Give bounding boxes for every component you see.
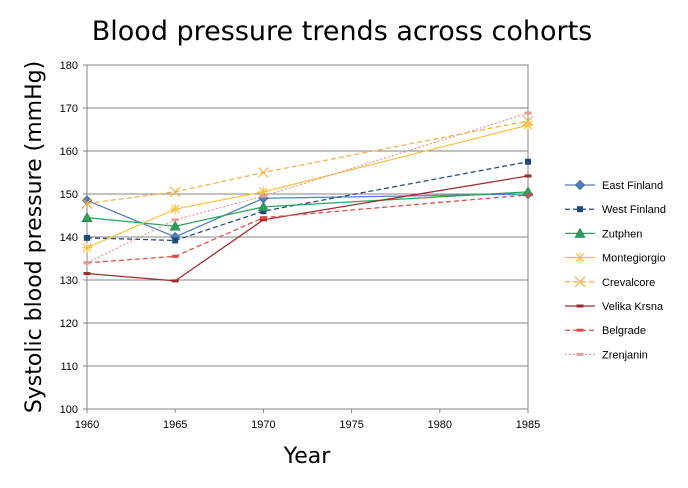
y-tick-label: 180 xyxy=(60,60,78,72)
series-velika-krsna xyxy=(83,174,532,283)
legend-item: Zutphen xyxy=(565,227,642,240)
data-point xyxy=(169,186,181,198)
y-tick-label: 110 xyxy=(60,361,78,373)
series-line xyxy=(86,124,529,249)
series-layer xyxy=(81,111,534,283)
legend-label: Velika Krsna xyxy=(602,301,664,313)
series-crevalcore xyxy=(81,115,534,209)
data-point xyxy=(524,111,532,115)
y-tick-label: 130 xyxy=(60,275,78,287)
chart-title: Blood pressure trends across cohorts xyxy=(92,16,592,47)
data-point xyxy=(81,198,93,209)
series-line xyxy=(86,193,529,238)
y-tick-label: 150 xyxy=(60,189,78,201)
y-tick-label: 160 xyxy=(60,146,78,158)
x-tick-label: 1980 xyxy=(428,419,452,431)
legend-label: Zrenjanin xyxy=(602,349,648,361)
data-point xyxy=(524,174,532,178)
legend-label: Crevalcore xyxy=(602,277,655,289)
data-point xyxy=(257,201,269,212)
data-point xyxy=(259,216,267,220)
data-point xyxy=(259,218,267,222)
x-axis-title: Year xyxy=(283,444,332,469)
data-point xyxy=(574,179,586,191)
data-point xyxy=(82,242,92,253)
series-montegiorgio xyxy=(82,120,533,253)
data-point xyxy=(257,167,269,178)
data-point xyxy=(172,237,179,244)
x-tick-label: 1965 xyxy=(163,419,187,431)
series-line xyxy=(86,194,529,264)
data-point xyxy=(170,204,181,215)
x-tick-label: 1975 xyxy=(339,419,363,431)
legend-label: West Finland xyxy=(602,204,666,216)
data-point xyxy=(83,272,91,276)
data-point xyxy=(575,252,585,263)
series-line xyxy=(86,175,529,282)
series-line xyxy=(86,120,529,205)
data-point xyxy=(84,234,90,241)
legend-item: Montegiorgio xyxy=(565,252,666,265)
data-point xyxy=(169,220,181,231)
legend-label: Belgrade xyxy=(602,325,646,337)
legend-item: Belgrade xyxy=(565,325,646,337)
data-point xyxy=(259,194,267,198)
series-line xyxy=(86,191,529,227)
data-point xyxy=(524,193,532,197)
series-line xyxy=(86,161,529,242)
x-tick-label: 1985 xyxy=(516,419,540,431)
data-point xyxy=(522,115,534,127)
plot-area: 100 110 120 130 140 150 160 170 180 1960 1965 1970… xyxy=(60,60,541,431)
x-axis-ticks: 1960 1965 1970 1975 1980 1985 xyxy=(75,409,540,431)
legend-item: Zrenjanin xyxy=(565,349,648,361)
y-tick-label: 120 xyxy=(60,318,78,330)
y-tick-label: 100 xyxy=(60,404,78,416)
data-point xyxy=(576,328,584,332)
data-point xyxy=(258,186,269,197)
data-point xyxy=(574,276,586,288)
x-tick-label: 1970 xyxy=(251,419,275,431)
data-point xyxy=(577,206,583,213)
data-point xyxy=(525,158,531,165)
data-point xyxy=(81,212,93,222)
data-point xyxy=(574,227,586,238)
data-point xyxy=(171,254,179,258)
y-tick-label: 170 xyxy=(60,103,78,115)
legend-label: Montegiorgio xyxy=(602,253,666,265)
legend-label: East Finland xyxy=(602,180,663,192)
data-point xyxy=(171,279,179,283)
legend-item: West Finland xyxy=(565,204,666,216)
legend: East Finland West Finland Zutphen Montegior… xyxy=(565,179,666,361)
data-point xyxy=(576,352,584,356)
legend-item: Crevalcore xyxy=(565,276,655,289)
y-axis-ticks: 100 110 120 130 140 150 160 170 180 xyxy=(60,60,87,416)
legend-item: Velika Krsna xyxy=(565,301,664,313)
y-axis-title: Systolic blood pressure (mmHg) xyxy=(22,61,47,413)
data-point xyxy=(523,120,533,131)
legend-item: East Finland xyxy=(565,179,663,192)
y-tick-label: 140 xyxy=(60,232,78,244)
data-point xyxy=(171,218,179,222)
x-tick-label: 1960 xyxy=(75,419,99,431)
series-line xyxy=(86,112,529,264)
data-point xyxy=(83,261,91,265)
series-zrenjanin xyxy=(83,111,532,265)
legend-label: Zutphen xyxy=(602,228,642,240)
data-point xyxy=(576,304,584,308)
